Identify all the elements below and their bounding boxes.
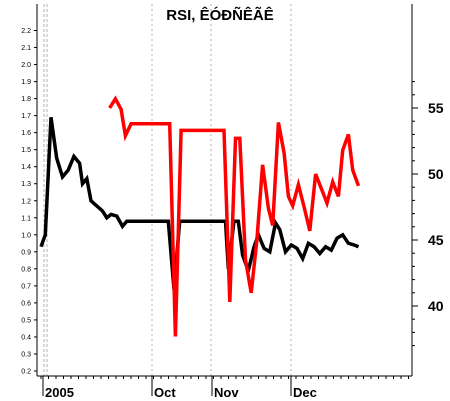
left-tick-label: 1.8: [21, 96, 31, 103]
left-tick-label: 1.2: [21, 198, 31, 205]
x-tick-label: Nov: [214, 385, 239, 400]
red-series-line: [108, 95, 361, 337]
left-tick-label: 2.1: [21, 45, 31, 52]
left-tick-label: 0.6: [21, 300, 31, 307]
left-tick-label: 0.4: [21, 334, 31, 341]
right-axis-ticks: 40 45 50 55: [412, 81, 444, 347]
x-axis-ticks: 2005 Oct Nov Dec: [40, 376, 409, 400]
left-tick-label: 0.2: [21, 369, 31, 376]
left-tick-label: 2.2: [21, 28, 31, 35]
axes: [36, 4, 413, 377]
left-tick-label: 1.5: [21, 147, 31, 154]
right-tick-label: 55: [428, 100, 444, 116]
left-tick-label: 0.9: [21, 249, 31, 256]
left-tick-label: 1.7: [21, 113, 31, 120]
series-layer: [39, 95, 361, 337]
left-tick-label: 1.3: [21, 181, 31, 188]
left-tick-label: 2.0: [21, 62, 31, 69]
left-tick-label: 0.5: [21, 317, 31, 324]
left-tick-label: 0.8: [21, 266, 31, 273]
left-tick-label: 1.6: [21, 130, 31, 137]
left-tick-label: 1.4: [21, 164, 31, 171]
left-tick-label: 0.3: [21, 351, 31, 358]
x-tick-label: 2005: [45, 385, 74, 400]
right-tick-label: 50: [428, 166, 444, 182]
left-tick-label: 1.9: [21, 79, 31, 86]
left-tick-label: 1.0: [21, 232, 31, 239]
left-tick-label: 1.1: [21, 215, 31, 222]
left-axis-ticks: 0.2 0.3 0.4 0.5 0.6 0.7 0.8 0.9 1.0 1.1 1.2 1.3 1.4 1…: [21, 28, 37, 376]
right-tick-label: 45: [428, 232, 444, 248]
x-tick-label: Dec: [293, 385, 317, 400]
x-tick-label: Oct: [154, 385, 176, 400]
chart-title: RSI, ÊÓÐÑÊÃÊ: [166, 6, 274, 24]
right-tick-label: 40: [428, 298, 444, 314]
left-tick-label: 0.7: [21, 283, 31, 290]
black-series-line: [39, 117, 360, 290]
